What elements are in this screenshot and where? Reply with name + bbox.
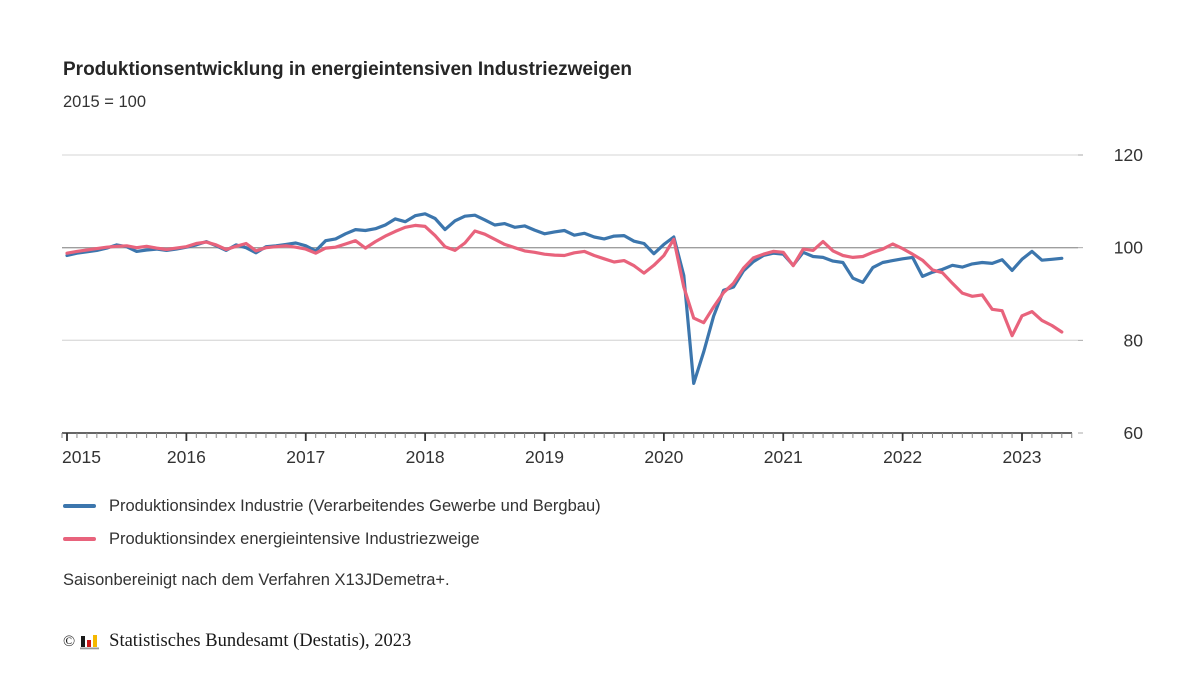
legend-item-industrie: Produktionsindex Industrie (Verarbeitend… (63, 496, 601, 516)
x-axis-label-2022: 2022 (883, 447, 922, 467)
copyright-symbol: © (63, 632, 76, 650)
legend-swatch-red (63, 537, 96, 541)
x-axis-label-2018: 2018 (406, 447, 445, 467)
legend-item-energieintensiv: Produktionsindex energieintensive Indust… (63, 529, 601, 549)
x-axis-label-2015: 2015 (62, 447, 101, 467)
copyright-text: Statistisches Bundesamt (Destatis), 2023 (109, 631, 412, 651)
legend: Produktionsindex Industrie (Verarbeitend… (63, 496, 601, 562)
chart-title: Produktionsentwicklung in energieintensi… (63, 59, 633, 80)
x-axis-label-2023: 2023 (1003, 447, 1042, 467)
y-axis-label-80: 80 (1124, 330, 1144, 350)
y-axis-label-100: 100 (1114, 238, 1143, 258)
x-axis-label-2021: 2021 (764, 447, 803, 467)
x-axis-label-2020: 2020 (644, 447, 683, 467)
y-axis-label-60: 60 (1124, 423, 1144, 443)
y-axis-label-120: 120 (1114, 145, 1143, 165)
destatis-bar-chart-icon (80, 634, 100, 649)
legend-label-industrie: Produktionsindex Industrie (Verarbeitend… (109, 496, 601, 515)
series-line-0 (65, 212, 1064, 385)
x-axis-label-2016: 2016 (167, 447, 206, 467)
footnote: Saisonbereinigt nach dem Verfahren X13JD… (63, 571, 450, 589)
x-axis-label-2017: 2017 (286, 447, 325, 467)
series-line-1 (65, 223, 1064, 338)
copyright-line: © Statistisches Bundesamt (Destatis), 20… (63, 631, 411, 652)
legend-swatch-blue (63, 504, 96, 508)
x-axis-label-2019: 2019 (525, 447, 564, 467)
legend-label-energieintensiv: Produktionsindex energieintensive Indust… (109, 529, 480, 548)
chart-subtitle: 2015 = 100 (63, 93, 147, 111)
